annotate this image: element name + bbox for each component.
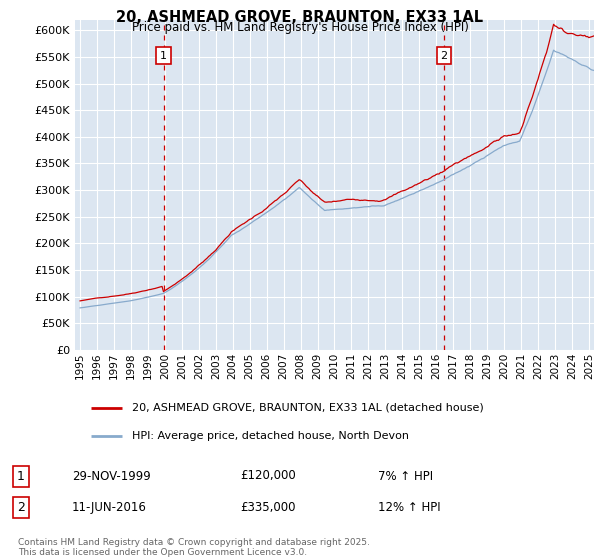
Text: 1: 1 <box>160 51 167 61</box>
Text: 2: 2 <box>17 501 25 515</box>
Text: 12% ↑ HPI: 12% ↑ HPI <box>378 501 440 515</box>
Text: £335,000: £335,000 <box>240 501 296 515</box>
Text: Price paid vs. HM Land Registry's House Price Index (HPI): Price paid vs. HM Land Registry's House … <box>131 21 469 34</box>
Text: HPI: Average price, detached house, North Devon: HPI: Average price, detached house, Nort… <box>132 431 409 441</box>
Text: 7% ↑ HPI: 7% ↑ HPI <box>378 469 433 483</box>
Text: 2: 2 <box>440 51 447 61</box>
Text: 29-NOV-1999: 29-NOV-1999 <box>72 469 151 483</box>
Text: Contains HM Land Registry data © Crown copyright and database right 2025.
This d: Contains HM Land Registry data © Crown c… <box>18 538 370 557</box>
Text: 20, ASHMEAD GROVE, BRAUNTON, EX33 1AL: 20, ASHMEAD GROVE, BRAUNTON, EX33 1AL <box>116 10 484 25</box>
Text: 1: 1 <box>17 469 25 483</box>
Text: £120,000: £120,000 <box>240 469 296 483</box>
Text: 11-JUN-2016: 11-JUN-2016 <box>72 501 147 515</box>
Text: 20, ASHMEAD GROVE, BRAUNTON, EX33 1AL (detached house): 20, ASHMEAD GROVE, BRAUNTON, EX33 1AL (d… <box>132 403 484 413</box>
